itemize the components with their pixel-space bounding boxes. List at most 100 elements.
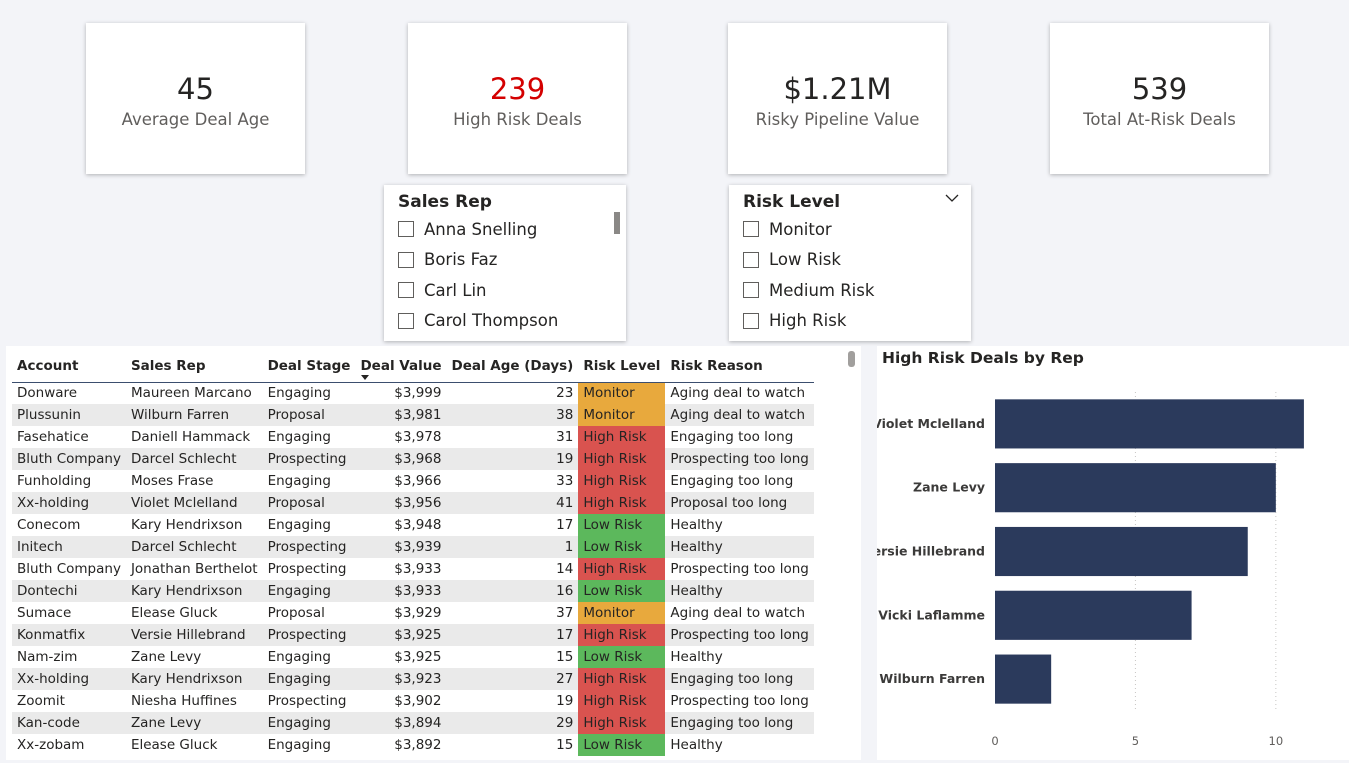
- checkbox[interactable]: [398, 282, 414, 299]
- bar[interactable]: [995, 526, 1248, 577]
- cell-sales-rep: Daniell Hammack: [130, 429, 251, 445]
- table-row[interactable]: Konmatfix Versie Hillebrand Prospecting $3,…: [12, 624, 814, 646]
- cell-sales-rep: Maureen Marcano: [130, 385, 252, 402]
- kpi-label: High Risk Deals: [453, 110, 582, 129]
- table-row[interactable]: Plussunin Wilburn Farren Proposal $3,981 38 M…: [12, 404, 814, 426]
- kpi-label: Total At-Risk Deals: [1083, 110, 1236, 129]
- slicer-item-boris-faz[interactable]: Boris Faz: [398, 245, 626, 276]
- checkbox[interactable]: [743, 251, 759, 268]
- cell-deal-value: $3,892: [394, 737, 442, 753]
- cell-account: Conecom: [17, 517, 81, 533]
- cell-risk-level: Monitor: [578, 404, 666, 426]
- checkbox[interactable]: [743, 221, 759, 238]
- bar[interactable]: [995, 654, 1052, 704]
- cell-risk-level: Low Risk: [578, 580, 666, 602]
- checkbox[interactable]: [398, 221, 414, 238]
- cell-risk-level: High Risk: [578, 558, 666, 580]
- kpi-card-average-deal-age: 45 Average Deal Age: [86, 23, 305, 174]
- slicer-title: Sales Rep: [398, 192, 492, 212]
- cell-risk-level: High Risk: [578, 712, 666, 734]
- cell-sales-rep: Violet Mclelland: [125, 492, 263, 514]
- column-header-account[interactable]: Account: [12, 350, 126, 383]
- checkbox[interactable]: [743, 282, 759, 299]
- cell-risk-reason: Healthy: [670, 737, 723, 753]
- x-tick-label: 0: [991, 734, 998, 748]
- table-row[interactable]: Donware Maureen Marcano Engaging $3,999 23 Mo…: [12, 382, 814, 404]
- table-row[interactable]: Dontechi Kary Hendrixson Engaging $3,933 16 L…: [12, 580, 814, 602]
- cell-risk-reason: Engaging too long: [670, 473, 794, 489]
- slicer-item-anna-snelling[interactable]: Anna Snelling: [398, 214, 626, 245]
- slicer-item-medium-risk[interactable]: Medium Risk: [743, 275, 971, 306]
- cell-deal-stage: Engaging: [262, 580, 356, 602]
- cell-risk-reason: Engaging too long: [665, 668, 814, 690]
- table-scrollbar[interactable]: [848, 351, 855, 367]
- table-row[interactable]: Xx-holding Kary Hendrixson Engaging $3,923 2…: [12, 668, 814, 690]
- slicer-item-carol-thompson[interactable]: Carol Thompson: [398, 306, 626, 337]
- slicer-item-carl-lin[interactable]: Carl Lin: [398, 275, 626, 306]
- checkbox[interactable]: [743, 312, 759, 329]
- cell-account: Xx-holding: [12, 668, 126, 690]
- kpi-value: $1.21M: [783, 72, 892, 106]
- table-row[interactable]: Kan-code Zane Levy Engaging $3,894 29 High Ri…: [12, 712, 814, 734]
- table-row[interactable]: Xx-zobam Elease Gluck Engaging $3,892 15 Low …: [12, 734, 814, 756]
- kpi-card-risky-pipeline-value: $1.21M Risky Pipeline Value: [728, 23, 947, 174]
- cell-deal-value: $3,978: [394, 429, 442, 445]
- cell-risk-level: Low Risk: [578, 536, 666, 558]
- slicer-item-monitor[interactable]: Monitor: [743, 214, 971, 245]
- cell-risk-level: Low Risk: [578, 646, 666, 668]
- slicer-item-high-risk[interactable]: High Risk: [743, 306, 971, 337]
- cell-risk-level: High Risk: [578, 668, 666, 690]
- cell-account: Kan-code: [12, 712, 126, 734]
- column-header-risk-reason[interactable]: Risk Reason: [665, 350, 814, 383]
- table-row[interactable]: Sumace Elease Gluck Proposal $3,929 37 Monito…: [12, 602, 814, 624]
- column-header-sales-rep[interactable]: Sales Rep: [125, 350, 263, 383]
- column-header-deal-stage[interactable]: Deal Stage: [262, 350, 356, 383]
- cell-account: Bluth Company: [12, 448, 126, 470]
- slicer-item-label: Carl Lin: [424, 280, 487, 300]
- table-row[interactable]: Conecom Kary Hendrixson Engaging $3,948 17 Lo…: [12, 514, 814, 536]
- table-row[interactable]: Initech Darcel Schlecht Prospecting $3,939 1…: [12, 536, 814, 558]
- slicer-item-low-risk[interactable]: Low Risk: [743, 245, 971, 276]
- slicer-item-label: Anna Snelling: [424, 219, 538, 239]
- cell-sales-rep: Niesha Huffines: [130, 693, 237, 709]
- cell-account: Xx-holding: [12, 492, 126, 514]
- table-row[interactable]: Funholding Moses Frase Engaging $3,966 33 Hig…: [12, 470, 814, 492]
- cell-deal-value: $3,925: [355, 624, 447, 646]
- table-row[interactable]: Bluth Company Darcel Schlecht Prospecting $…: [12, 448, 814, 470]
- bar[interactable]: [995, 590, 1192, 640]
- column-header-deal-age[interactable]: Deal Age (Days): [446, 350, 579, 383]
- high-risk-deals-by-rep-chart: High Risk Deals by Rep 0 5 10 Violet Mclell…: [877, 346, 1349, 760]
- checkbox[interactable]: [398, 312, 414, 329]
- sort-descending-icon: [361, 374, 370, 380]
- table-row[interactable]: Fasehatice Daniell Hammack Engaging $3,978 3…: [12, 426, 814, 448]
- cell-deal-stage: Engaging: [262, 712, 356, 734]
- column-header-deal-value[interactable]: Deal Value: [355, 350, 447, 383]
- cell-account: Funholding: [17, 473, 92, 489]
- table-row[interactable]: Bluth Company Jonathan Berthelot Prospecti…: [12, 558, 814, 580]
- slicer-item-label: Boris Faz: [424, 250, 498, 270]
- cell-deal-stage: Engaging: [267, 649, 331, 665]
- cell-sales-rep: Kary Hendrixson: [125, 580, 263, 602]
- table-row[interactable]: Xx-holding Violet Mclelland Proposal $3,956…: [12, 492, 814, 514]
- cell-risk-reason: Aging deal to watch: [670, 385, 805, 402]
- cell-deal-value: $3,925: [394, 649, 442, 665]
- table-row[interactable]: Zoomit Niesha Huffines Prospecting $3,902 19…: [12, 690, 814, 712]
- chevron-down-icon[interactable]: [945, 191, 959, 205]
- cell-deal-age: 15: [556, 737, 574, 753]
- bar-chart: 0 5 10 Violet Mclelland Zane Levy Versie Hill…: [877, 392, 1304, 748]
- cell-account: Bluth Company: [17, 561, 121, 577]
- bar[interactable]: [995, 399, 1304, 449]
- kpi-card-total-at-risk-deals: 539 Total At-Risk Deals: [1050, 23, 1269, 174]
- cell-deal-stage: Prospecting: [267, 693, 347, 709]
- cell-risk-level: High Risk: [578, 624, 666, 646]
- slicer-item-label: Low Risk: [769, 250, 841, 270]
- cell-sales-rep: Jonathan Berthelot: [130, 561, 258, 577]
- y-category-label: Vicki Laflamme: [878, 607, 985, 622]
- column-header-risk-level[interactable]: Risk Level: [578, 350, 666, 383]
- table-row[interactable]: Nam-zim Zane Levy Engaging $3,925 15 Low Risk…: [12, 646, 814, 668]
- checkbox[interactable]: [398, 251, 414, 268]
- cell-deal-value: $3,929: [394, 605, 442, 621]
- slicer-scrollbar[interactable]: [614, 212, 620, 234]
- slicer-item-label: Carol Thompson: [424, 311, 559, 331]
- bar[interactable]: [995, 463, 1276, 513]
